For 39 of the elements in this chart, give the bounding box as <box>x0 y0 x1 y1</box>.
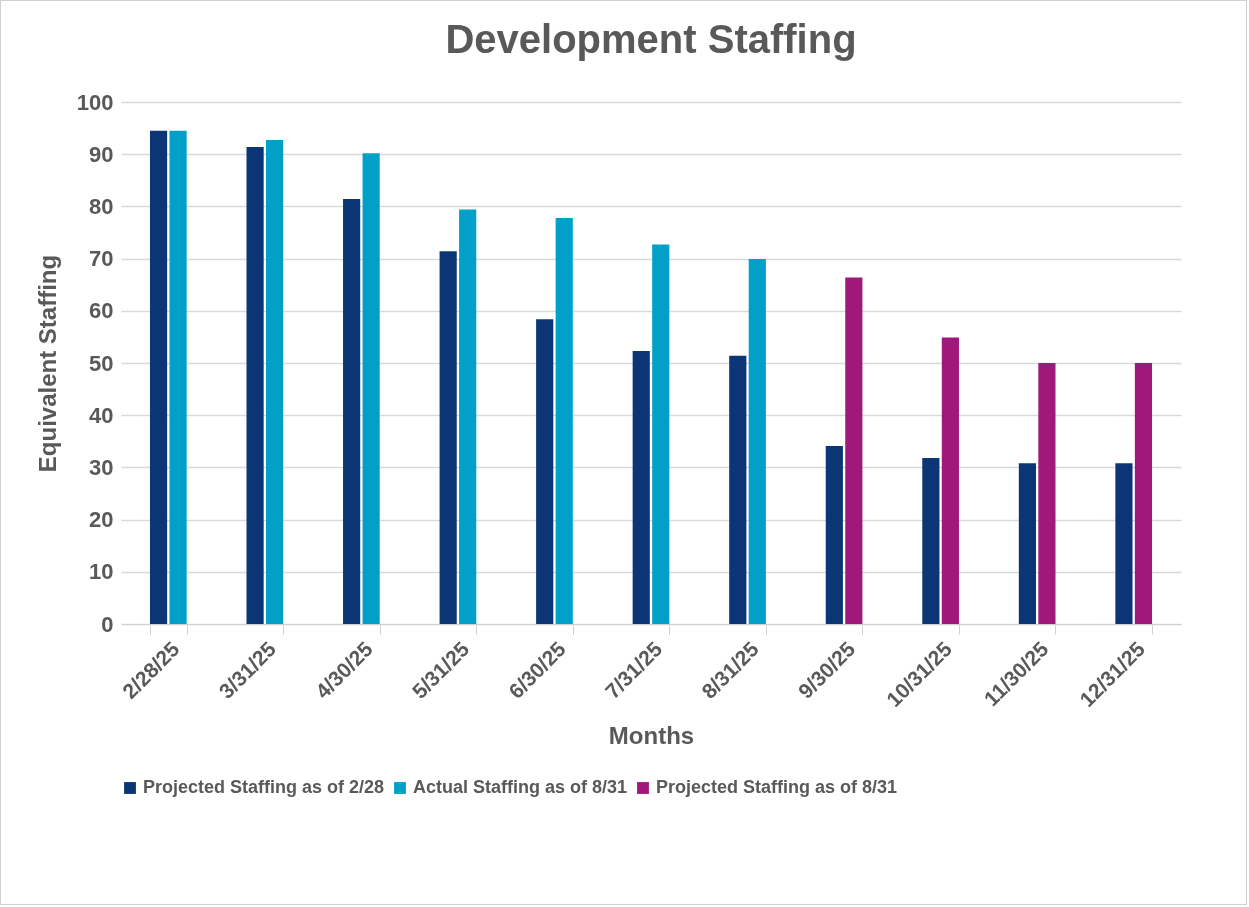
chart-title: Development Staffing <box>445 17 857 61</box>
bar <box>169 130 187 624</box>
legend-label: Projected Staffing as of 8/31 <box>656 777 898 797</box>
bar <box>1115 463 1133 624</box>
bar <box>1038 363 1056 624</box>
bar <box>1134 363 1153 624</box>
bar <box>536 319 554 624</box>
bar <box>922 458 940 624</box>
legend-label: Projected Staffing as of 2/28 <box>143 777 385 797</box>
bar <box>343 199 361 624</box>
bar <box>266 140 284 624</box>
y-tick-label: 80 <box>89 193 114 219</box>
y-tick-label: 40 <box>89 402 114 428</box>
y-tick-label: 20 <box>89 507 114 533</box>
bar <box>362 153 380 624</box>
bar <box>459 209 477 624</box>
bar <box>729 355 747 624</box>
x-axis-title: Months <box>608 722 695 750</box>
bar <box>632 350 650 624</box>
legend-label: Actual Staffing as of 8/31 <box>413 777 628 797</box>
y-tick-label: 70 <box>89 246 114 272</box>
bar <box>652 244 670 624</box>
bar <box>246 146 264 624</box>
bar <box>555 217 573 624</box>
y-tick-label: 0 <box>101 611 114 637</box>
bar <box>941 337 959 624</box>
y-tick-label: 90 <box>89 141 114 167</box>
bar <box>845 277 863 624</box>
y-tick-label: 60 <box>89 298 114 324</box>
bar <box>825 446 843 624</box>
bar <box>1018 463 1036 624</box>
bar <box>149 130 168 624</box>
bar <box>748 259 766 624</box>
bar <box>439 251 457 624</box>
y-tick-label: 10 <box>89 559 114 585</box>
y-tick-label: 30 <box>89 454 114 480</box>
y-tick-label: 50 <box>89 350 114 376</box>
y-axis-title: Equivalent Staffing <box>33 254 61 473</box>
y-tick-label: 100 <box>76 89 114 115</box>
